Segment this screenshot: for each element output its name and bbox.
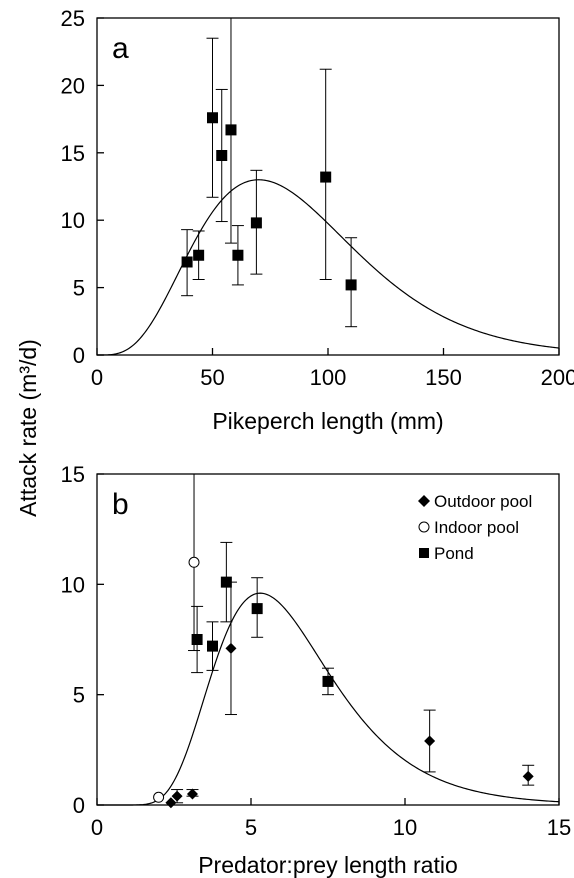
- panel-b-point-1-0: [153, 791, 165, 803]
- panel-a-xtick-label: 100: [310, 365, 347, 390]
- panel-a-xlabel: Pikeperch length (mm): [212, 408, 443, 434]
- panel-b-xtick-label: 5: [245, 815, 257, 840]
- legend-diamond-icon: [418, 495, 430, 507]
- panel-b-point-2-4: [322, 667, 334, 696]
- panel-a-point-0-3: [215, 88, 228, 223]
- panel-b-legend: Outdoor pool Indoor pool Pond: [418, 492, 532, 563]
- panel-b-point-0-3: [224, 581, 237, 716]
- panel-a-frame: [96, 17, 560, 356]
- panel-a-xtick-label: 50: [200, 365, 224, 390]
- panel-b-label: b: [112, 488, 129, 521]
- shared-ylabel: Attack rate (m³/d): [15, 339, 41, 517]
- panel-b: b 0 5 10 15 0 5 10 15 Outdoor pool Indoor pool …: [61, 462, 572, 878]
- panel-a-ytick-label: 20: [61, 73, 85, 98]
- legend-indoor-pool: Indoor pool: [434, 518, 519, 537]
- panel-a-point-0-2: [206, 37, 219, 198]
- panel-b-xtick-label: 10: [393, 815, 417, 840]
- panel-a-ytick-label: 25: [61, 6, 85, 31]
- panel-b-point-0-0: [165, 797, 177, 809]
- panel-a-ticks: 0 50 100 150 200 0 5 10 15 20 25: [61, 6, 574, 390]
- panel-b-point-2-1: [206, 621, 219, 671]
- panel-a-label: a: [112, 32, 129, 65]
- panel-a-point-0-0: [181, 229, 194, 297]
- panel-a-point-0-8: [345, 237, 358, 328]
- panel-b-point-1-1: [188, 474, 201, 652]
- panel-a-xtick-label: 0: [91, 365, 103, 390]
- panel-a-ytick-label: 10: [61, 208, 85, 233]
- panel-b-ytick-label: 0: [73, 793, 85, 818]
- legend-pond: Pond: [434, 544, 474, 563]
- legend-circle-icon: [418, 521, 430, 533]
- panel-b-ticks: 0 5 10 15 0 5 10 15: [61, 462, 572, 840]
- panel-a-ytick-label: 5: [73, 276, 85, 301]
- panel-a-xtick-label: 200: [541, 365, 574, 390]
- panel-a-ytick-label: 0: [73, 343, 85, 368]
- panel-a-point-0-5: [231, 225, 244, 286]
- panel-a-point-0-1: [192, 230, 205, 281]
- panel-b-point-0-5: [522, 764, 535, 786]
- panel-b-frame: [96, 473, 560, 806]
- panel-a-point-0-6: [250, 169, 263, 275]
- legend-outdoor-pool: Outdoor pool: [434, 492, 532, 511]
- legend-square-icon: [419, 548, 429, 558]
- panel-a-xtick-label: 150: [425, 365, 462, 390]
- panel-b-xtick-label: 0: [91, 815, 103, 840]
- panel-b-point-0-1: [171, 789, 184, 804]
- panel-b-fit-curve: [97, 592, 560, 806]
- panel-b-points: [153, 474, 535, 809]
- panel-b-xlabel: Predator:prey length ratio: [198, 852, 458, 878]
- panel-a: a 0 50 100 150 200 0 5 10 15 20 25 Pikeperch lengt…: [61, 6, 574, 434]
- panel-b-point-2-0: [191, 605, 204, 674]
- panel-b-point-2-3: [251, 577, 264, 638]
- panel-b-ytick-label: 10: [61, 572, 85, 597]
- panel-b-xtick-label: 15: [547, 815, 571, 840]
- panel-b-point-0-4: [423, 709, 436, 773]
- panel-b-ytick-label: 15: [61, 462, 85, 487]
- panel-a-point-0-7: [319, 68, 332, 281]
- panel-b-point-2-2: [220, 541, 233, 623]
- panel-a-fit-curve: [97, 179, 560, 356]
- panel-b-point-0-2: [186, 788, 199, 800]
- panel-b-ytick-label: 5: [73, 683, 85, 708]
- panel-a-points: [181, 18, 358, 328]
- panel-a-point-0-4: [224, 18, 237, 244]
- panel-a-ytick-label: 15: [61, 141, 85, 166]
